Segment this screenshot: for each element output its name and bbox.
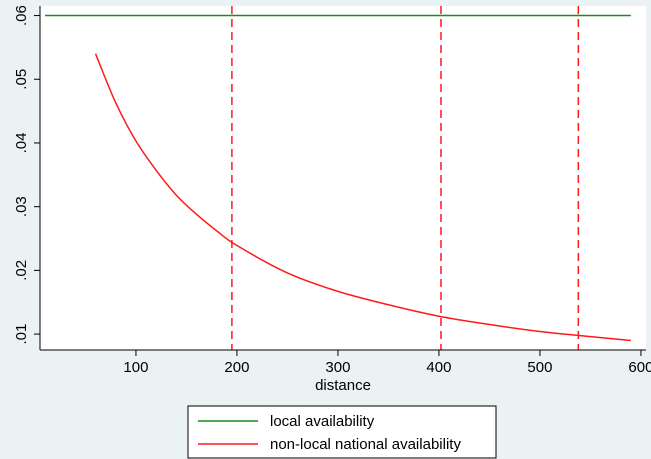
x-tick-label-3: 400 <box>426 359 451 376</box>
x-tick-label-4: 500 <box>527 359 552 376</box>
x-tick-label-5: 600 <box>628 359 651 376</box>
x-tick-label-0: 100 <box>123 359 148 376</box>
vertical-reference-lines <box>231 6 580 350</box>
legend-box <box>187 405 497 459</box>
x-tick-label-1: 200 <box>224 359 249 376</box>
series-lines <box>45 14 631 342</box>
y-tick-label-3: .04 <box>13 133 30 154</box>
y-tick-label-5: .06 <box>13 5 30 26</box>
plot-area <box>40 6 646 350</box>
y-tick-label-1: .02 <box>13 260 30 281</box>
series-line-1 <box>94 53 631 342</box>
x-tick-label-2: 300 <box>325 359 350 376</box>
y-tick-label-2: .03 <box>13 196 30 217</box>
y-tick-label-0: .01 <box>13 324 30 345</box>
legend-label-local-availability: local availability <box>270 413 375 430</box>
axes: 100 200 300 400 500 600 .01 .02 .03 .04 .05 .06 <box>13 5 651 376</box>
legend: local availability non-local national av… <box>187 405 497 459</box>
legend-label-non-local-national-availability: non-local national availability <box>270 436 461 453</box>
x-axis-title: distance <box>315 377 371 394</box>
y-tick-label-4: .05 <box>13 69 30 90</box>
